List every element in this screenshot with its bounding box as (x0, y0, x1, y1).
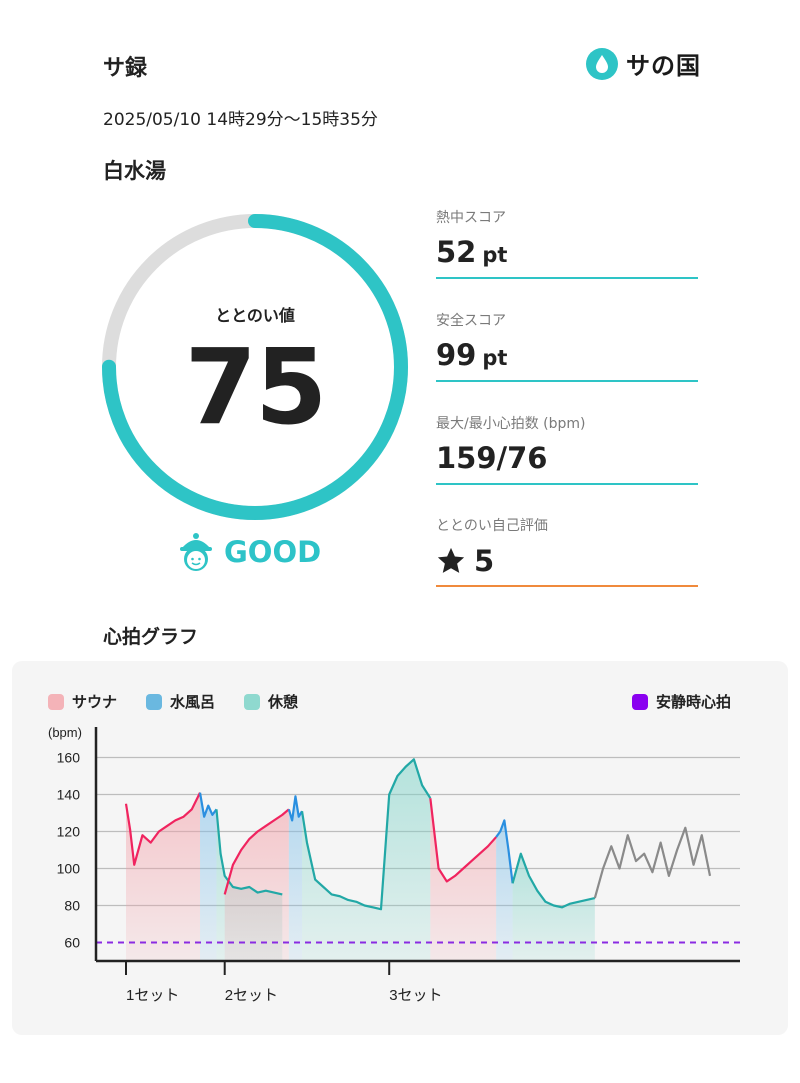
metric-heat-score: 熱中スコア 52 pt (436, 207, 698, 279)
metric-divider (436, 483, 698, 485)
phase-fill-rest (512, 853, 595, 961)
gauge-progress (102, 214, 408, 520)
metric-heart-rate: 最大/最小心拍数 (bpm) 159/76 (436, 413, 698, 485)
y-tick-label: 120 (57, 824, 81, 840)
metric-value: 99 (436, 338, 477, 372)
metric-unit: pt (482, 346, 508, 370)
y-axis-label: (bpm) (48, 725, 82, 740)
legend-resting-hr: 安静時心拍 (632, 691, 731, 712)
y-tick-label: 100 (57, 861, 81, 877)
series-line-sauna (124, 792, 202, 866)
series-line-sauna (429, 798, 497, 883)
water-drop-icon (586, 47, 618, 80)
metric-label: 最大/最小心拍数 (bpm) (436, 416, 586, 432)
legend-swatch (632, 693, 648, 710)
metric-divider (436, 380, 698, 382)
brand-logo: サの国 (586, 46, 701, 81)
score-gauge (102, 214, 408, 520)
legend-label: 水風呂 (170, 693, 216, 711)
legend-swatch (244, 693, 260, 710)
y-tick-label: 160 (57, 750, 81, 766)
phase-fill-sauna (224, 809, 289, 961)
metric-value: 5 (474, 544, 495, 578)
legend-swatch (146, 693, 162, 710)
y-tick-label: 60 (64, 935, 80, 951)
brand-name: サの国 (626, 52, 701, 80)
legend-label: 安静時心拍 (656, 693, 732, 711)
star-icon (437, 547, 465, 573)
y-tick-label: 80 (64, 898, 80, 914)
metric-label: 安全スコア (436, 313, 506, 329)
graph-title: 心拍グラフ (103, 626, 199, 648)
score-label: ととのい値 (215, 306, 295, 325)
series-line-cold (198, 792, 218, 818)
legend-rest: 休憩 (244, 691, 298, 712)
legend-swatch (48, 693, 64, 710)
metric-unit: pt (482, 243, 508, 267)
page-title: サ録 (103, 56, 148, 81)
metric-divider (436, 585, 698, 587)
phase-fill-cold (200, 792, 217, 961)
set-marker-label: 3セット (389, 987, 442, 1004)
metric-value: 159/76 (436, 441, 548, 475)
series-line-rest (215, 809, 283, 896)
legend-label: 休憩 (268, 693, 299, 711)
series-line-cold (287, 795, 303, 822)
phase-fill-cold (496, 820, 513, 961)
phase-fill-cold (288, 796, 303, 961)
phase-fill-sauna (430, 798, 497, 961)
metric-divider (436, 277, 698, 279)
series-line-rest (511, 852, 596, 909)
phase-fill-sauna (126, 792, 201, 961)
set-marker-label: 2セット (225, 987, 278, 1004)
score-value: 75 (184, 326, 328, 448)
metric-label: ととのい自己評価 (436, 518, 548, 534)
y-tick-label: 140 (57, 787, 81, 803)
metric-self-evaluation: ととのい自己評価 5 (436, 515, 698, 587)
metric-safety-score: 安全スコア 99 pt (436, 310, 698, 382)
character-face-icon (180, 533, 212, 571)
metric-label: 熱中スコア (436, 210, 506, 226)
series-line-rest (300, 758, 432, 911)
facility-name: 白水湯 (103, 159, 166, 183)
session-datetime: 2025/05/10 14時29分〜15時35分 (103, 110, 378, 130)
legend-sauna: サウナ (48, 691, 117, 712)
set-marker-label: 1セット (126, 987, 179, 1004)
series-line-sauna (223, 808, 290, 895)
legend-cold-bath: 水風呂 (146, 691, 215, 712)
series-line-cold (495, 819, 514, 884)
metric-value: 52 (436, 235, 477, 269)
heart-rate-chart: (bpm) 60 80 100 120 140 160 1セット 2セット 3セット (48, 725, 740, 1004)
legend-label: サウナ (72, 693, 118, 711)
series-line-after (593, 826, 712, 899)
rating-badge: GOOD (178, 532, 321, 572)
phase-fill-rest (302, 759, 431, 961)
rating-label: GOOD (224, 535, 322, 569)
